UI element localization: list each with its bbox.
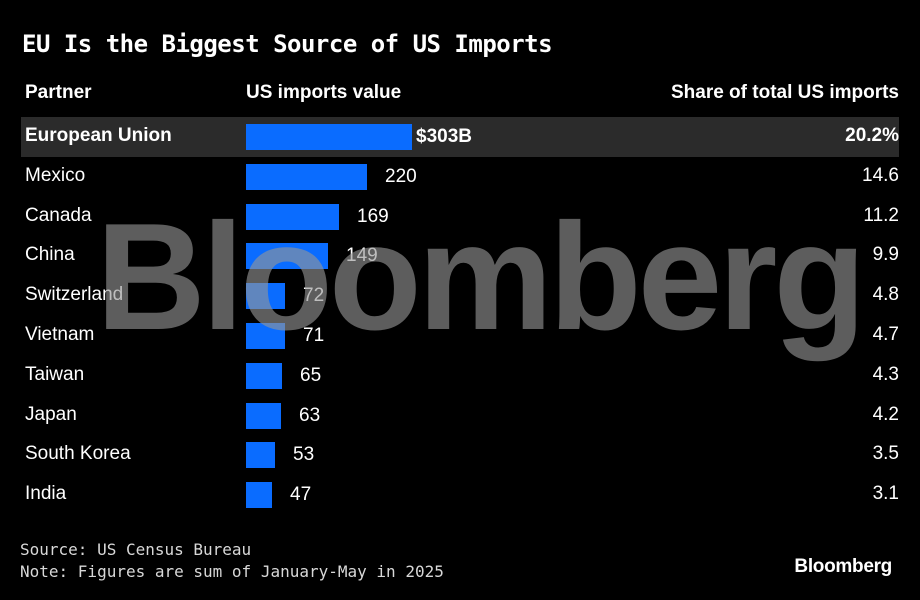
share-value: 3.5 — [872, 443, 899, 465]
imports-bar — [246, 283, 285, 310]
partner-name: Mexico — [25, 164, 86, 186]
highlight-row-bg — [21, 117, 899, 157]
imports-value-label: 220 — [385, 165, 417, 187]
imports-bar — [246, 163, 367, 190]
chart-title: EU Is the Biggest Source of US Imports — [22, 30, 553, 58]
figures-note: Note: Figures are sum of January-May in … — [20, 562, 444, 581]
share-value: 9.9 — [872, 244, 899, 266]
partner-name: Vietnam — [25, 324, 95, 345]
imports-bar — [246, 442, 275, 469]
partner-name: China — [25, 244, 75, 266]
header-partner: Partner — [25, 82, 92, 103]
imports-value-label: 63 — [299, 404, 321, 426]
source-note: Source: US Census Bureau — [20, 540, 252, 559]
share-value: 14.6 — [862, 164, 899, 186]
header-share: Share of total US imports — [670, 82, 899, 103]
imports-bar — [246, 362, 282, 389]
partner-name: Switzerland — [25, 284, 124, 306]
imports-bar — [246, 323, 285, 349]
imports-bar — [246, 243, 328, 270]
partner-name: South Korea — [25, 443, 131, 465]
share-value: 4.2 — [872, 403, 899, 425]
partner-name: Canada — [25, 204, 92, 226]
share-value: 4.3 — [872, 363, 899, 385]
imports-value-label: 47 — [290, 484, 312, 506]
imports-value-label: $303B — [416, 126, 472, 147]
share-value: 4.8 — [872, 284, 899, 306]
imports-bar — [246, 203, 339, 230]
imports-bar — [246, 402, 281, 429]
bloomberg-logo: Bloomberg — [794, 556, 892, 577]
partner-name: European Union — [25, 125, 172, 146]
share-value: 3.1 — [872, 483, 899, 505]
share-value: 4.7 — [872, 324, 899, 345]
partner-name: India — [25, 483, 67, 505]
imports-bar — [246, 124, 412, 150]
header-imports-value: US imports value — [246, 82, 402, 103]
imports-value-label: 169 — [357, 205, 389, 227]
imports-value-label: 53 — [293, 444, 315, 466]
share-value: 20.2% — [845, 125, 899, 146]
imports-value-label: 71 — [303, 325, 325, 346]
partner-name: Japan — [25, 403, 77, 425]
share-value: 11.2 — [863, 204, 899, 226]
imports-value-label: 72 — [303, 285, 325, 307]
imports-value-label: 65 — [300, 364, 322, 386]
imports-value-label: 149 — [346, 245, 378, 267]
partner-name: Taiwan — [25, 363, 85, 385]
imports-bar — [246, 482, 272, 509]
